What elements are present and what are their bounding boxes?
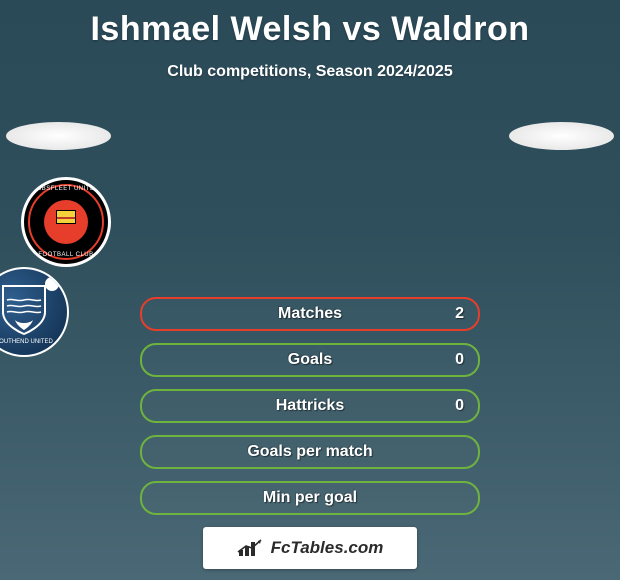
stat-right-value: 2 xyxy=(441,299,478,329)
stat-label: Matches xyxy=(142,299,478,329)
badge-left-text-bottom: FOOTBALL CLUB xyxy=(24,252,108,258)
page-subtitle: Club competitions, Season 2024/2025 xyxy=(0,63,620,81)
shield-icon xyxy=(0,284,49,336)
branding-label: FcTables.com xyxy=(271,538,384,558)
badge-left-text-top: EBBSFLEET UNITED xyxy=(24,186,108,192)
stat-row: Min per goal xyxy=(140,481,480,515)
stat-label: Goals xyxy=(142,345,478,375)
club-badge-right: SOUTHEND UNITED xyxy=(0,267,69,357)
stat-right-value: 0 xyxy=(441,345,478,375)
stat-right-value: 0 xyxy=(441,391,478,421)
player-left-ellipse xyxy=(6,122,111,150)
comparison-area: EBBSFLEET UNITED FOOTBALL CLUB SOUTHEND … xyxy=(0,117,620,580)
stat-row: Matches2 xyxy=(140,297,480,331)
stat-row: Goals per match xyxy=(140,435,480,469)
club-badge-left: EBBSFLEET UNITED FOOTBALL CLUB xyxy=(21,177,111,267)
player-right-ellipse xyxy=(509,122,614,150)
bar-chart-icon xyxy=(237,538,265,558)
page-title: Ishmael Welsh vs Waldron xyxy=(0,0,620,49)
badge-right-text-bottom: SOUTHEND UNITED xyxy=(0,339,67,345)
stat-row: Goals0 xyxy=(140,343,480,377)
stat-row: Hattricks0 xyxy=(140,389,480,423)
branding-box[interactable]: FcTables.com xyxy=(203,527,417,569)
stat-label: Goals per match xyxy=(142,437,478,467)
stat-label: Hattricks xyxy=(142,391,478,421)
stats-table: Matches2Goals0Hattricks0Goals per matchM… xyxy=(140,297,480,515)
stat-label: Min per goal xyxy=(142,483,478,513)
